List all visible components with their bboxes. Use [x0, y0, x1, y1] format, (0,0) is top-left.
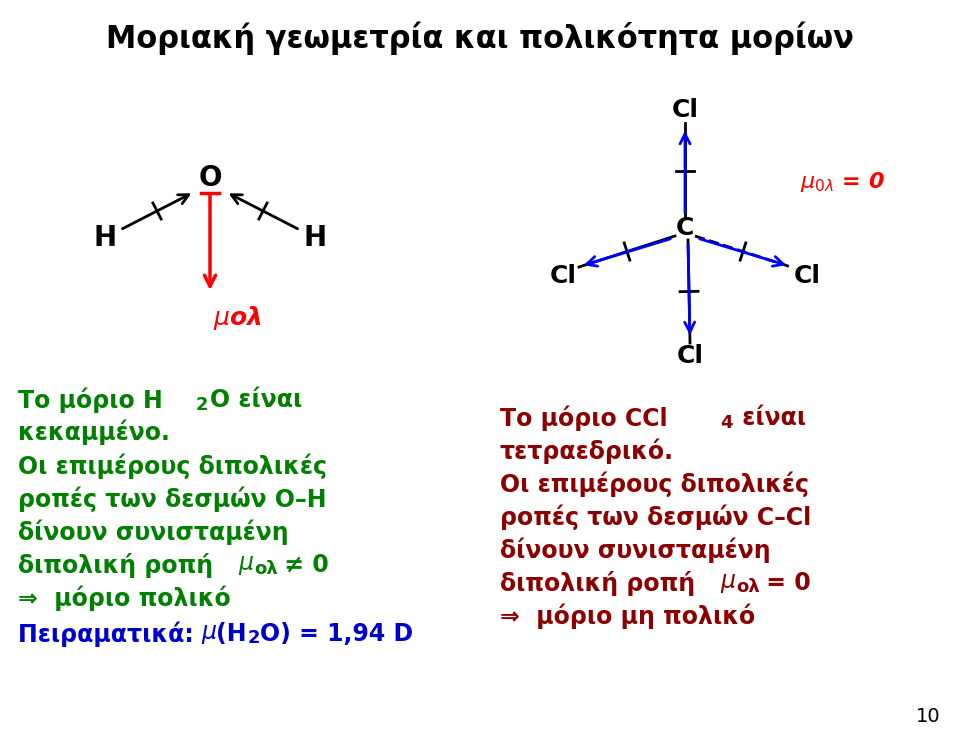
- Text: Το μόριο CCl: Το μόριο CCl: [500, 405, 667, 431]
- Text: ολ: ολ: [254, 560, 277, 578]
- Text: H: H: [93, 224, 116, 252]
- Text: 10: 10: [916, 706, 940, 725]
- Text: δίνουν συνισταμένη: δίνουν συνισταμένη: [18, 519, 289, 545]
- Text: Το μόριο Η: Το μόριο Η: [18, 387, 163, 413]
- Text: ροπές των δεσμών C–Cl: ροπές των δεσμών C–Cl: [500, 504, 811, 530]
- Text: κεκαμμένο.: κεκαμμένο.: [18, 420, 170, 444]
- Text: Μοριακή γεωμετρία και πολικότητα μορίων: Μοριακή γεωμετρία και πολικότητα μορίων: [106, 21, 854, 55]
- Text: Cl: Cl: [549, 264, 577, 288]
- Text: ≠ 0: ≠ 0: [276, 553, 328, 577]
- Text: τετραεδρικό.: τετραεδρικό.: [500, 439, 674, 463]
- Text: 4: 4: [720, 414, 732, 432]
- Text: ⇒  μόριο πολικό: ⇒ μόριο πολικό: [18, 586, 230, 610]
- Text: Cl: Cl: [671, 98, 699, 122]
- Text: $\mu$: $\mu$: [201, 622, 217, 646]
- Text: Ο είναι: Ο είναι: [210, 388, 302, 412]
- Text: (H: (H: [216, 622, 247, 646]
- Text: δίνουν συνισταμένη: δίνουν συνισταμένη: [500, 537, 771, 563]
- Text: O: O: [199, 164, 222, 192]
- Text: Cl: Cl: [677, 344, 704, 368]
- Text: ⇒  μόριο μη πολικό: ⇒ μόριο μη πολικό: [500, 603, 756, 629]
- Text: διπολική ροπή: διπολική ροπή: [18, 553, 222, 577]
- Text: Cl: Cl: [794, 264, 821, 288]
- Text: $\mu_{0\lambda}$ = 0: $\mu_{0\lambda}$ = 0: [800, 170, 885, 194]
- Text: ροπές των δεσμών Ο–Η: ροπές των δεσμών Ο–Η: [18, 486, 326, 512]
- Text: Πειραματικά:: Πειραματικά:: [18, 621, 202, 647]
- Text: $\mu$: $\mu$: [720, 571, 736, 595]
- Text: $\mu$ολ: $\mu$ολ: [213, 304, 262, 332]
- Text: 2: 2: [196, 396, 208, 414]
- Text: 2: 2: [248, 629, 260, 647]
- Text: Οι επιμέρους διπολικές: Οι επιμέρους διπολικές: [18, 453, 327, 479]
- Text: O) = 1,94 D: O) = 1,94 D: [260, 622, 413, 646]
- Text: είναι: είναι: [734, 406, 806, 430]
- Text: διπολική ροπή: διπολική ροπή: [500, 570, 704, 596]
- Text: $\mu$: $\mu$: [238, 553, 254, 577]
- Text: ολ: ολ: [736, 578, 759, 596]
- Text: C: C: [676, 216, 694, 240]
- Text: H: H: [303, 224, 326, 252]
- Text: = 0: = 0: [758, 571, 811, 595]
- Text: Οι επιμέρους διπολικές: Οι επιμέρους διπολικές: [500, 471, 809, 497]
